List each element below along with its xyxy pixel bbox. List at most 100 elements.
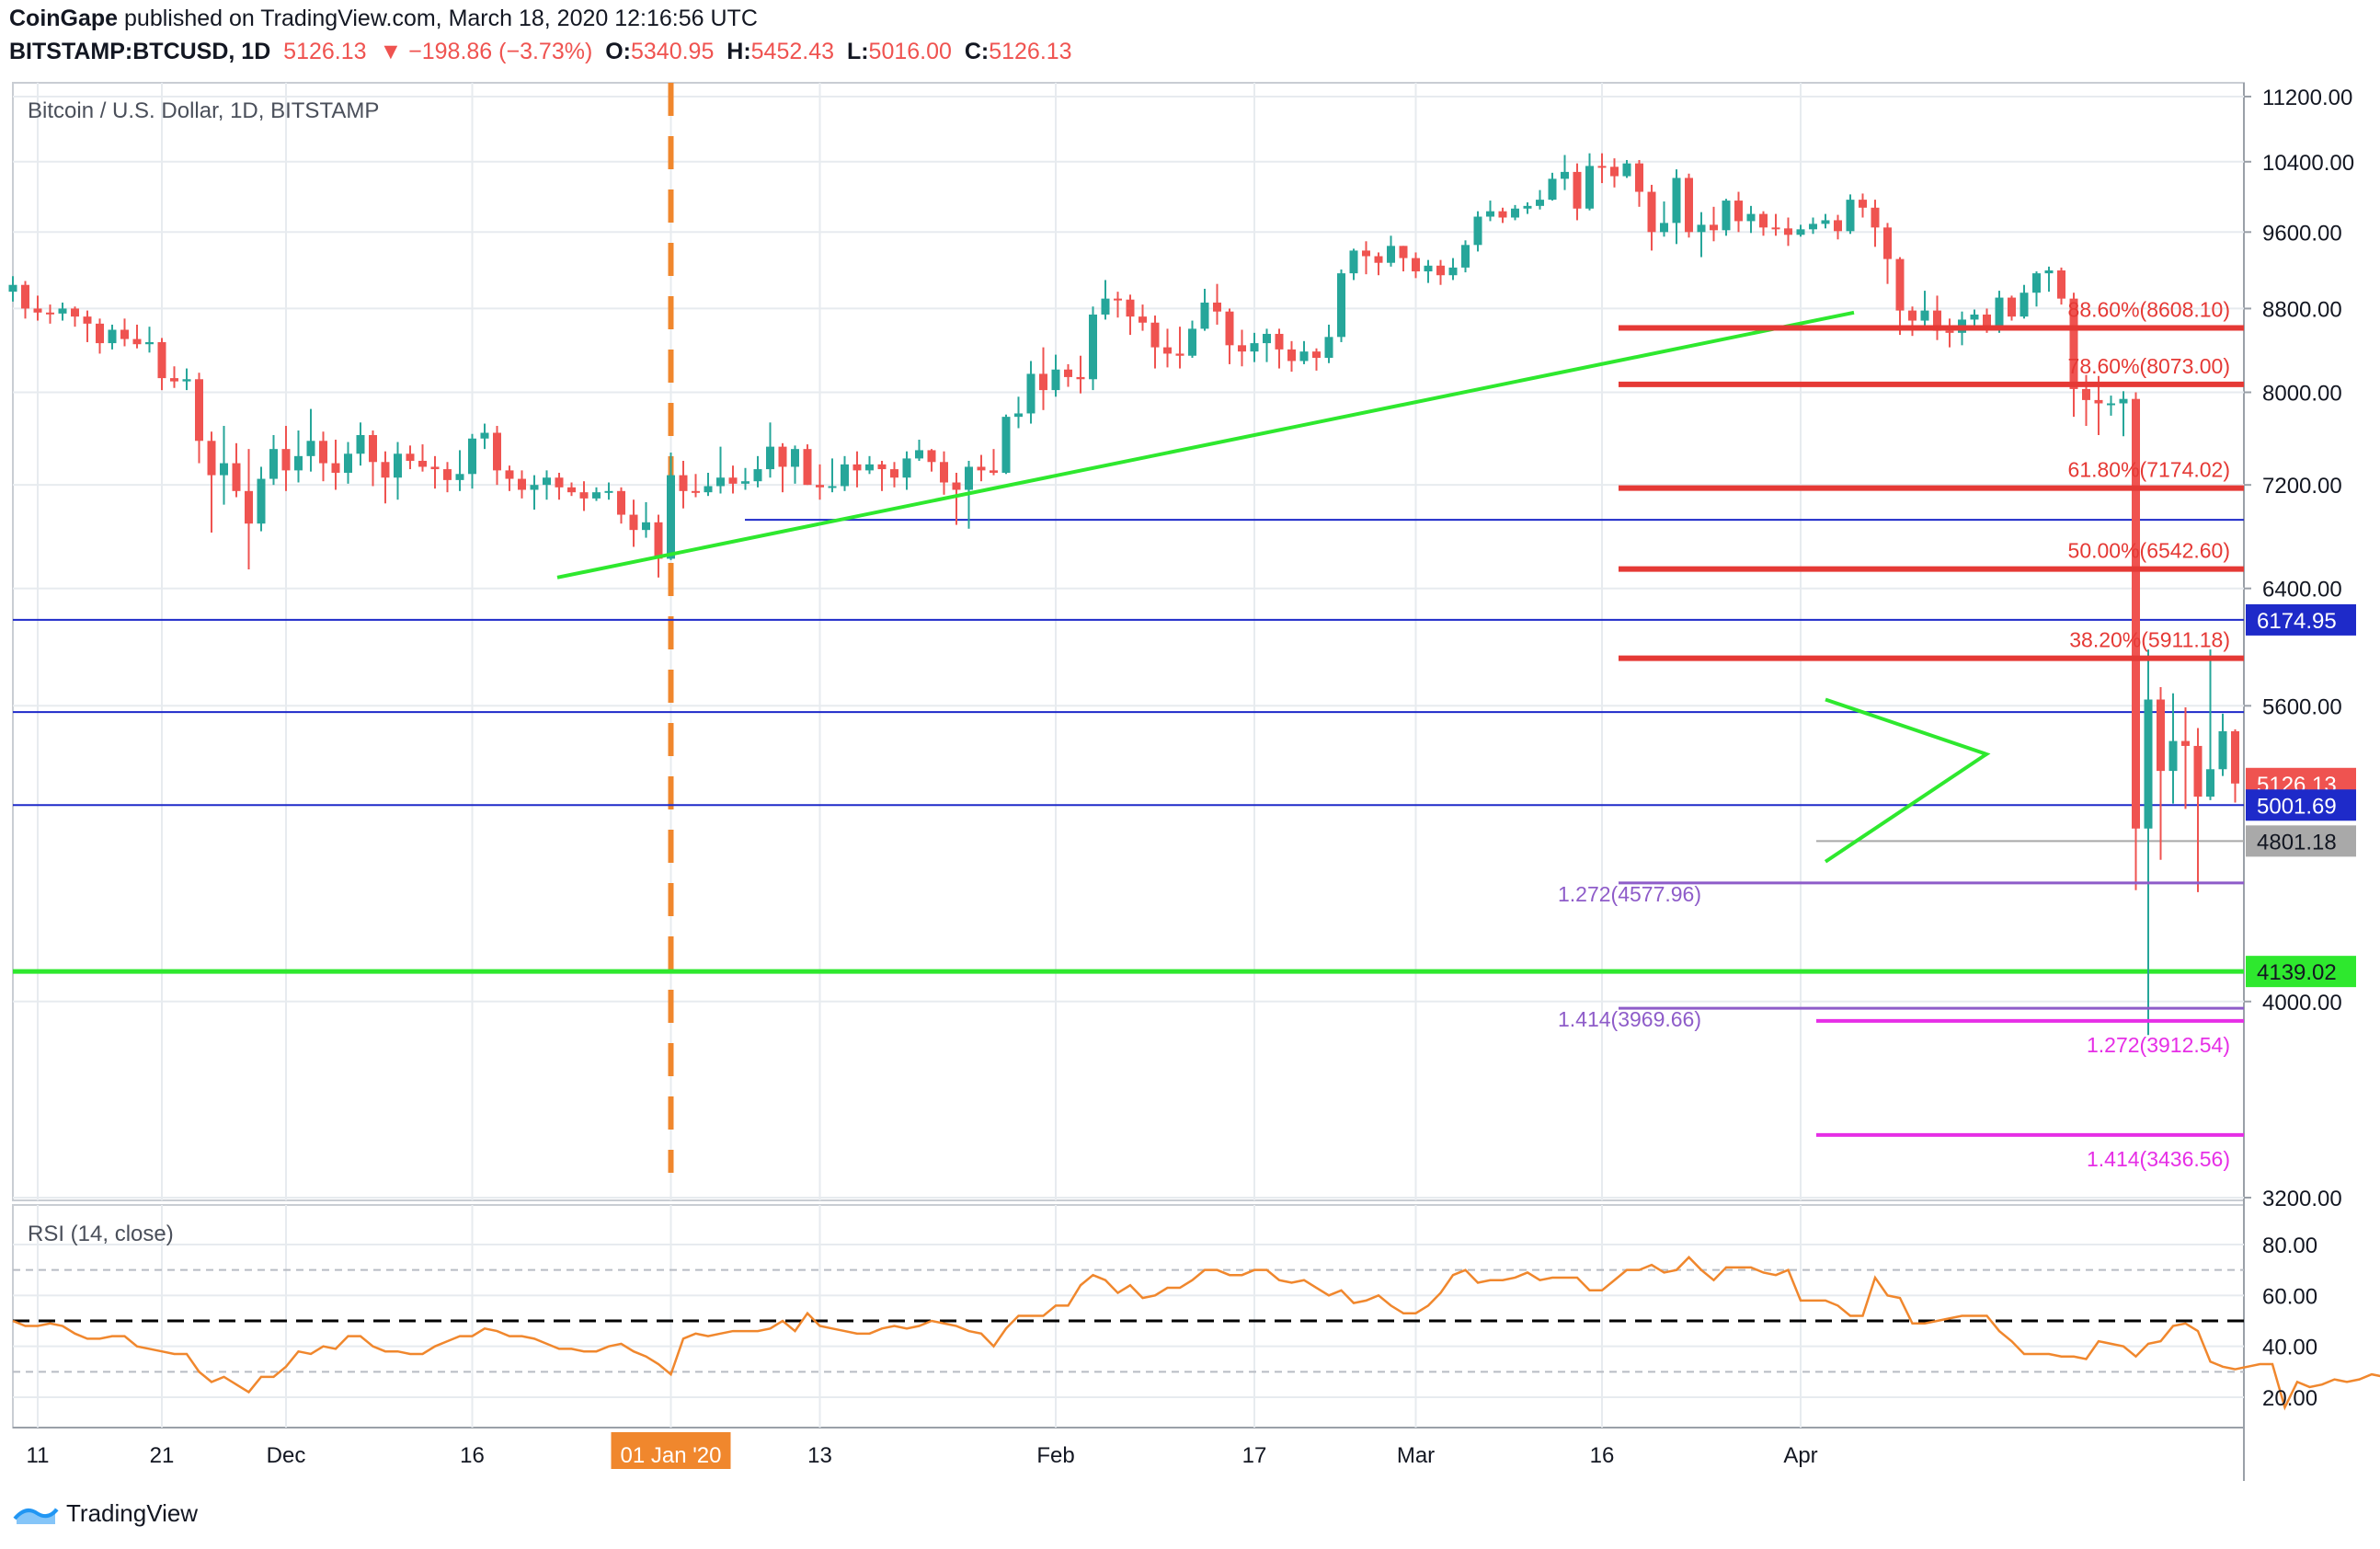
candle-body (71, 308, 79, 317)
candle-body (1622, 163, 1631, 177)
candle-body (1175, 353, 1184, 356)
level-label: 1.272(4577.96) (1558, 882, 1701, 906)
candle-body (1213, 302, 1221, 312)
candle-body (1647, 191, 1656, 233)
candle-body (530, 485, 539, 490)
grid (12, 82, 2245, 1481)
candle-body (1834, 220, 1842, 232)
candle-body (1089, 314, 1097, 380)
candle-body (8, 284, 17, 293)
publish-header: CoinGape published on TradingView.com, M… (9, 6, 758, 32)
candle-series[interactable] (8, 153, 2240, 1036)
candle-body (579, 492, 589, 499)
rsi-tick-label: 20.00 (2262, 1386, 2317, 1411)
candle-body (1523, 205, 1532, 209)
candle-body (1374, 256, 1383, 263)
price-tag-label: 5001.69 (2257, 794, 2337, 819)
candle-body (2057, 270, 2065, 299)
candle-body (2206, 769, 2214, 797)
rsi-tick-label: 80.00 (2262, 1233, 2317, 1258)
candle-body (207, 441, 216, 476)
candle-body (1436, 265, 1445, 276)
level-label: 88.60%(8608.10) (2068, 297, 2230, 321)
candle-body (828, 486, 837, 488)
candle-body (1412, 258, 1420, 272)
level-label: 50.00%(6542.60) (2068, 539, 2230, 563)
candle-body (1697, 224, 1706, 233)
x-tick-label: 11 (27, 1443, 50, 1468)
candle-body (592, 492, 601, 499)
candle-body (1983, 314, 1991, 327)
candle-body (1399, 246, 1408, 258)
tradingview-footer[interactable]: TradingView (13, 1499, 198, 1528)
candle-body (1970, 314, 1979, 320)
ohlc-header: BITSTAMP:BTCUSD, 1D 5126.13 ▼ −198.86 (−… (9, 39, 1072, 65)
rsi-tick-label: 60.00 (2262, 1284, 2317, 1309)
candle-body (555, 477, 564, 488)
candle-body (1511, 208, 1519, 218)
candle-body (1139, 316, 1147, 323)
candle-body (1796, 229, 1805, 235)
rsi-pane[interactable] (12, 1256, 2380, 1411)
candle-body (629, 514, 638, 531)
candle-body (1448, 267, 1458, 276)
y-tick-label: 6400.00 (2262, 578, 2342, 602)
candle-body (1337, 273, 1345, 338)
candle-body (803, 449, 812, 486)
candle-body (1846, 200, 1855, 232)
candle-body (1821, 220, 1830, 224)
candle-body (1101, 298, 1110, 315)
candle-body (1561, 171, 1569, 179)
candle-body (319, 441, 327, 464)
candle-body (1473, 216, 1482, 246)
candle-body (21, 284, 29, 309)
publish-info: published on TradingView.com, March 18, … (118, 6, 758, 31)
symbol-label: BITSTAMP:BTCUSD, 1D (9, 39, 271, 64)
candle-body (1883, 227, 1892, 259)
candle-body (753, 469, 762, 482)
candle-body (443, 469, 452, 480)
candle-body (692, 490, 700, 493)
candle-body (1784, 228, 1792, 235)
candle-body (704, 486, 713, 493)
candle-body (1685, 178, 1693, 233)
x-tick-label: Apr (1783, 1443, 1817, 1468)
candle-body (1597, 166, 1607, 168)
x-tick-label: Feb (1036, 1443, 1074, 1468)
candle-body (1635, 163, 1643, 192)
candle-body (2157, 699, 2165, 772)
candle-body (1486, 211, 1494, 217)
y-tick-label: 10400.00 (2262, 151, 2354, 176)
candle-body (865, 464, 874, 471)
candle-body (1610, 166, 1619, 177)
candle-body (257, 478, 266, 524)
candle-body (1238, 345, 1246, 352)
y-tick-label: 8800.00 (2262, 297, 2342, 322)
candle-body (46, 312, 54, 315)
y-tick-label: 3200.00 (2262, 1187, 2342, 1211)
candle-body (915, 450, 923, 459)
candle-body (965, 466, 973, 490)
candle-body (195, 379, 203, 442)
open-value: 5340.95 (630, 39, 715, 64)
drawings-top: 88.60%(8608.10) 78.60%(8073.00) 61.80%(717… (556, 297, 2244, 1171)
candle-body (2082, 388, 2090, 400)
low-label: L: (846, 39, 869, 64)
candle-body (667, 475, 675, 559)
price-tag (2246, 956, 2356, 988)
last-price: 5126.13 (283, 39, 367, 64)
candle-body (852, 464, 862, 471)
candle-body (617, 490, 625, 515)
candle-body (1920, 310, 1929, 321)
candle-body (381, 462, 390, 478)
candle-body (2094, 399, 2103, 404)
candle-body (642, 522, 650, 531)
high-label: H: (727, 39, 751, 64)
candle-body (418, 460, 427, 467)
candle-body (654, 522, 663, 559)
x-tick-label: 16 (1590, 1443, 1615, 1468)
candle-body (1908, 310, 1917, 321)
ascending-trendline (556, 310, 1855, 579)
candle-body (567, 487, 576, 493)
